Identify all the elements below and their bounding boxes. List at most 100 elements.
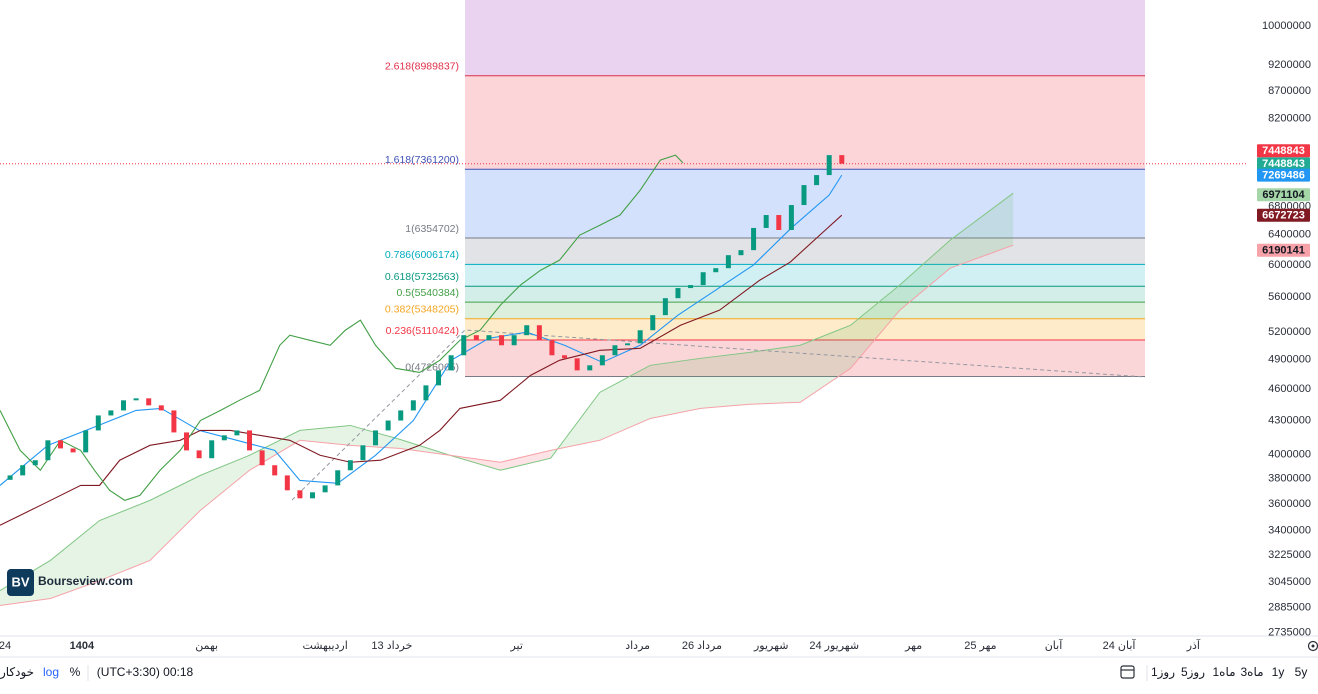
fib-zone [465,0,1145,76]
y-tick-label: 4000000 [1268,448,1311,460]
trend-line [291,329,1146,501]
x-tick-label: مهر [904,640,922,652]
x-tick-label: 26 مرداد [682,640,722,652]
watermark-text: Bourseview.com [38,574,133,588]
calendar-icon[interactable] [1120,665,1135,679]
candle-body [209,440,215,459]
cloud-fill [200,455,250,511]
candle-body [95,415,101,431]
range-button[interactable]: 1روز [1151,665,1175,680]
candle-body [549,340,555,356]
candle-body [32,460,38,466]
candle-body [247,430,253,451]
x-tick-label: 24 [0,640,11,652]
cloud-fill [299,425,351,446]
y-tick-label: 3045000 [1268,576,1311,588]
y-tick-label: 4300000 [1268,415,1311,427]
candle-body [423,385,429,401]
x-tick-label: 24 شهریور [809,640,859,652]
y-tick-label: 3400000 [1268,525,1311,537]
candle-body [385,420,391,431]
candle-body [801,185,807,206]
x-tick-label: 25 مهر [964,640,996,652]
watermark: BV Bourseview.com [7,569,133,596]
candle-body [184,432,190,451]
candle-body [776,215,782,230]
auto-scale-button[interactable]: خودکار [0,665,34,680]
candle-body [839,155,845,164]
candle-body [448,355,454,371]
candle-body [7,475,13,480]
candle-body [70,448,76,453]
candle-body [57,440,63,449]
candles [7,155,845,499]
candle-body [688,285,694,289]
watermark-logo-box [7,569,34,596]
candle-body [360,445,366,461]
candle-body [297,490,303,499]
y-tick-label: 3800000 [1268,472,1311,484]
x-tick-label: اردیبهشت [302,640,347,652]
percent-scale-button[interactable]: % [70,665,81,679]
candle-body [108,410,114,416]
candle-body [83,430,89,453]
price-label: 6672723 [1262,210,1305,222]
price-label: 6971104 [1262,189,1305,201]
candle-body [751,227,757,251]
fib-level-label: 0.786(6006174) [385,249,459,261]
y-tick-label: 6400000 [1268,229,1311,241]
cloud-fill [650,358,701,419]
fib-level-label: 1.618(7361200) [385,154,459,166]
range-button[interactable]: 1y [1272,665,1285,679]
cloud-fill [850,285,900,369]
candle-body [763,215,769,228]
candle-body [234,430,240,436]
candle-body [536,325,542,341]
y-tick-label: 3225000 [1268,549,1311,561]
fib-zone [465,264,1145,287]
range-button[interactable]: 3ماه [1240,665,1263,679]
candle-body [45,440,51,461]
calendar-icon-frame[interactable] [1120,665,1135,679]
log-scale-button[interactable]: log [43,665,59,679]
candle-body [788,205,794,230]
x-tick-label: 13 خرداد [371,640,412,652]
candle-body [814,175,820,186]
fib-zone [465,75,1145,170]
cloud-edge [0,244,1014,607]
candle-body [650,315,656,331]
indicator-line [0,174,843,486]
price-label-box [1257,144,1310,158]
x-tick-label: 24 آبان [1103,638,1137,652]
y-tick-label: 5600000 [1268,291,1311,303]
candle-body [473,335,479,341]
cloud-fill [50,520,100,599]
candle-body [347,460,353,471]
candle-body [436,370,442,386]
candle-body [133,398,139,401]
range-button[interactable]: 5روز [1181,665,1205,680]
timezone-button[interactable]: (UTC+3:30) 00:18 [97,665,194,679]
fib-level-label: 0(4726065) [405,361,459,373]
toolbar: خودکار log % (UTC+3:30) 00:18 5y 1y 3ماه 1م… [0,665,1307,681]
y-tick-label: 9200000 [1268,59,1311,71]
price-label-box [1257,208,1310,222]
cloud-fill [149,475,201,561]
y-tick-label: 5200000 [1268,326,1311,338]
cloud-fill [599,365,651,441]
candle-body [158,405,164,411]
settings-icon-dot[interactable] [1311,644,1315,648]
cloud-fill [800,325,851,403]
y-tick-label: 4900000 [1268,354,1311,366]
range-button[interactable]: 1ماه [1212,665,1235,679]
fib-level-label: 2.618(8989837) [385,61,459,73]
y-tick-label: 4600000 [1268,383,1311,395]
y-tick-label: 2735000 [1268,626,1311,638]
candle-body [398,410,404,421]
candle-body [410,400,416,411]
range-button[interactable]: 5y [1295,665,1308,679]
fib-level-label: 0.236(5110424) [386,325,459,337]
y-tick-label: 3600000 [1268,498,1311,510]
fib-zone [465,318,1145,340]
